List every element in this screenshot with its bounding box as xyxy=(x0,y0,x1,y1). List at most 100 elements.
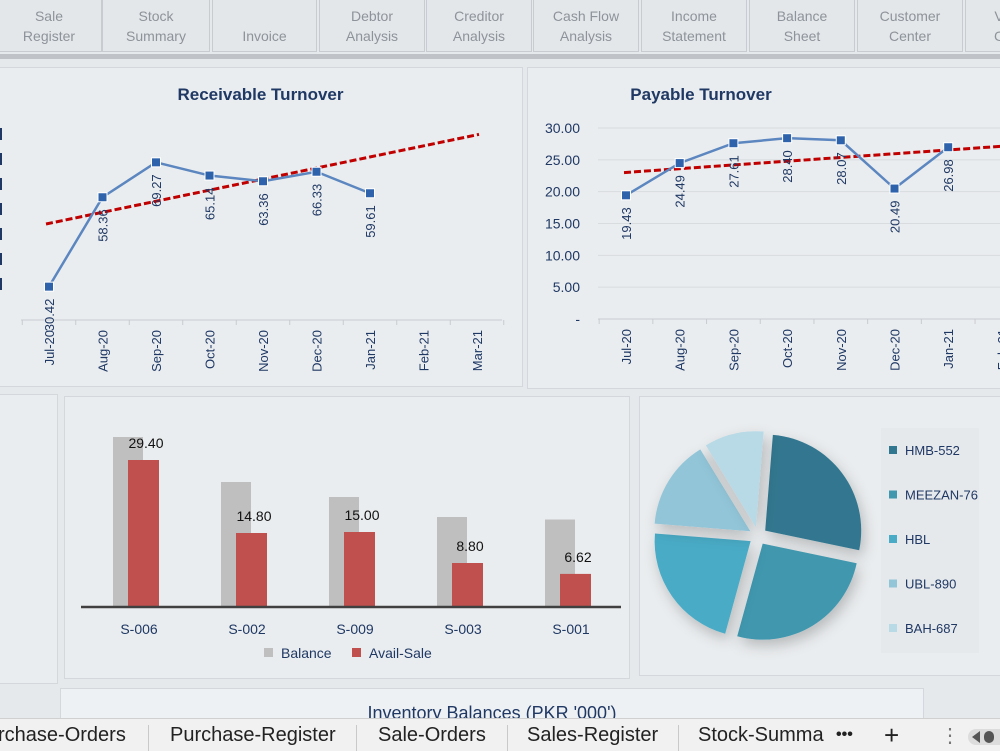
data-point xyxy=(674,158,685,169)
nav-label: Creditor Analysis xyxy=(452,7,506,44)
payable-turnover-chart: 30.00 25.00 20.00 15.00 10.00 5.00 - Jul-20 Aug-… xyxy=(545,120,1000,371)
data-label: 65.14 xyxy=(203,188,218,221)
x-tick-label: S-009 xyxy=(336,621,374,637)
nav-invoice[interactable]: Invoice xyxy=(212,0,317,52)
pie-slice xyxy=(654,449,751,532)
x-tick-label: Dec-20 xyxy=(888,329,903,371)
chart-title: Receivable Turnover xyxy=(177,85,344,104)
x-tick-label: Jul-20 xyxy=(619,329,634,364)
tab-separator xyxy=(678,725,679,751)
payable-turnover-panel: Payable Turnover 30.00 25.00 20.00 15.00 10.… xyxy=(527,67,1000,389)
bar-data-label: 29.40 xyxy=(128,435,163,451)
nav-partial-item[interactable]: V C xyxy=(965,0,1000,52)
sheet-tab-bar: rchase-Orders Purchase-Register Sale-Ord… xyxy=(0,718,1000,751)
y-tick-label: 10.00 xyxy=(545,247,580,263)
data-label: 27.61 xyxy=(726,155,741,188)
receivable-turnover-chart: Jul-20 Aug-20 Sep-20 Oct-20 Nov-20 Dec-20 Jan-… xyxy=(0,128,505,372)
data-label: 19.43 xyxy=(619,207,634,240)
nav-cash-flow-analysis[interactable]: Cash Flow Analysis xyxy=(533,0,639,52)
x-tick-label: S-003 xyxy=(444,621,482,637)
legend-swatch-balance xyxy=(264,648,273,657)
tab-stock-summary[interactable]: Stock-Summa xyxy=(698,723,824,746)
data-label: 30.42 xyxy=(42,299,57,332)
nav-customer-center[interactable]: Customer Center xyxy=(857,0,963,52)
legend-label: UBL-890 xyxy=(905,577,956,592)
nav-label: V C xyxy=(994,7,1000,44)
scroll-left-icon[interactable] xyxy=(972,731,980,743)
data-point xyxy=(621,190,631,201)
tab-sales-register[interactable]: Sales-Register xyxy=(527,723,659,746)
x-tick-label: Aug-20 xyxy=(96,330,111,372)
y-tick-label: 30.00 xyxy=(545,120,580,136)
x-tick-label: Nov-20 xyxy=(256,330,271,372)
tab-separator xyxy=(148,725,149,751)
legend-label: HMB-552 xyxy=(905,443,960,458)
bar-data-label: 8.80 xyxy=(456,538,483,554)
pie-slice xyxy=(654,533,751,634)
x-tick-label: Nov-20 xyxy=(834,329,849,371)
y-tick-label-clipped xyxy=(0,278,2,290)
legend-swatch xyxy=(889,579,897,588)
options-menu-icon[interactable]: ⋮ xyxy=(940,724,960,747)
tab-separator xyxy=(507,725,508,751)
nav-label: Income Statement xyxy=(662,7,726,44)
pie-legend-box xyxy=(881,428,979,653)
pie-slice xyxy=(765,434,862,551)
legend-label: BAH-687 xyxy=(905,621,958,636)
data-point xyxy=(365,188,375,199)
top-navigation: Sale Register Stock Summary Invoice Debt… xyxy=(0,0,1000,54)
x-tick-label: Oct-20 xyxy=(780,329,795,368)
x-tick-label: S-002 xyxy=(228,621,266,637)
data-label: 66.33 xyxy=(310,184,325,217)
y-tick-label: - xyxy=(575,311,580,327)
tab-purchase-orders[interactable]: rchase-Orders xyxy=(0,723,126,746)
y-tick-label-clipped xyxy=(0,253,2,265)
tab-purchase-register[interactable]: Purchase-Register xyxy=(170,723,336,746)
nav-balance-sheet[interactable]: Balance Sheet xyxy=(749,0,855,52)
data-point xyxy=(204,170,215,181)
left-side-panel xyxy=(0,394,58,684)
data-label: 24.49 xyxy=(673,175,688,208)
scroll-thumb-icon[interactable] xyxy=(984,731,994,743)
bar-avail-sale xyxy=(344,532,375,607)
more-tabs-icon[interactable]: ••• xyxy=(836,726,853,743)
legend-label: Avail-Sale xyxy=(369,645,432,661)
y-tick-label-clipped xyxy=(0,228,2,240)
bar-avail-sale xyxy=(236,533,267,607)
x-tick-label: Feb-21 xyxy=(995,329,1000,370)
nav-label: Sale Register xyxy=(22,7,76,44)
nav-label: Balance Sheet xyxy=(776,7,828,44)
balance-bar-chart: 29.40 S-006 14.80 S-002 15.00 S-009 8.80 S-003 6… xyxy=(81,435,621,661)
x-tick-label: Jan-21 xyxy=(941,329,956,369)
data-point xyxy=(728,138,739,149)
bar-data-label: 15.00 xyxy=(344,507,379,523)
nav-sale-register[interactable]: Sale Register xyxy=(0,0,102,52)
nav-income-statement[interactable]: Income Statement xyxy=(641,0,747,52)
legend-swatch xyxy=(889,446,897,454)
nav-label: Debtor Analysis xyxy=(345,7,399,44)
nav-creditor-analysis[interactable]: Creditor Analysis xyxy=(426,0,532,52)
data-point xyxy=(151,157,161,168)
y-tick-label: 5.00 xyxy=(553,279,580,295)
nav-stock-summary[interactable]: Stock Summary xyxy=(102,0,210,52)
data-label: 59.61 xyxy=(363,205,378,238)
y-tick-label: 20.00 xyxy=(545,184,580,200)
bar-data-label: 14.80 xyxy=(236,508,271,524)
data-point xyxy=(782,133,793,144)
data-label: 63.36 xyxy=(256,193,271,226)
nav-debtor-analysis[interactable]: Debtor Analysis xyxy=(319,0,425,52)
x-tick-label: Sep-20 xyxy=(726,329,741,371)
data-point xyxy=(44,281,54,292)
nav-divider xyxy=(0,54,1000,59)
add-sheet-icon[interactable]: + xyxy=(884,719,900,750)
bar-avail-sale xyxy=(560,573,591,607)
tab-scroll-control[interactable] xyxy=(968,729,1000,745)
legend-swatch xyxy=(889,535,897,543)
legend-swatch xyxy=(889,624,897,632)
tab-sale-orders[interactable]: Sale-Orders xyxy=(378,723,486,746)
y-tick-label-clipped xyxy=(0,153,2,165)
nav-label: Stock Summary xyxy=(126,7,186,44)
bank-pie-panel: HMB-552 MEEZAN-76 HBL UBL-890 BAH-687 xyxy=(639,396,1000,676)
x-tick-label: S-001 xyxy=(552,621,590,637)
data-point xyxy=(835,135,846,146)
